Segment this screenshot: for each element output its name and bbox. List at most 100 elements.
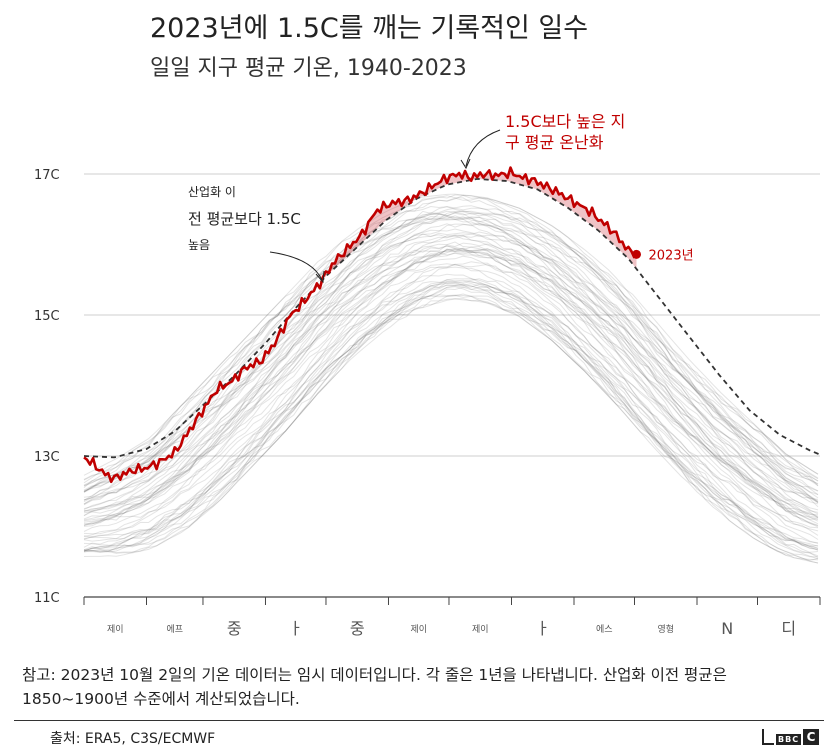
annotation-arrowhead-baseline [315,270,325,284]
historical-year-line [83,194,819,481]
historical-year-line [83,194,819,486]
logo-c-mark: C [803,729,820,745]
y-tick-label: 13C [34,450,60,465]
annotation-arrow-exceedance [465,129,501,167]
historical-year-line [83,261,819,538]
historical-year-line [83,273,819,550]
chart-title: 2023년에 1.5C를 깨는 기록적인 일수 [150,13,589,44]
historical-year-line [83,286,819,560]
historical-year-line [83,210,819,491]
historical-year-line [83,266,819,540]
historical-year-line [83,234,819,513]
x-axis-layer: 제이 에프 중 ㅏ 중 제이 제이 ㅏ 에스 영형 N 디 [83,597,821,638]
historical-year-line [83,279,819,551]
historical-year-line [83,207,819,492]
historical-year-line [83,212,819,487]
historical-year-line [83,263,819,529]
historical-year-line [83,218,819,503]
historical-year-line [83,228,819,515]
historical-year-line [83,249,819,528]
chart-subtitle: 일일 지구 평균 기온, 1940-2023 [150,56,467,81]
series-2023-end-point [632,249,642,259]
historical-year-line [83,294,819,564]
historical-year-line [83,241,819,525]
historical-year-line [83,195,819,487]
historical-year-line [83,247,819,527]
historical-year-line [83,293,819,564]
y-tick-label: 15C [34,309,60,324]
historical-year-line [83,263,819,544]
series-2023-line [83,166,636,484]
historical-year-line [83,210,819,493]
historical-year-line [83,286,819,553]
bbc-logo: BBC C [762,729,820,745]
historical-year-line [83,281,819,553]
month-label: N [721,619,733,638]
y-tick-label: 17C [34,168,60,183]
historical-year-line [83,251,819,521]
historical-year-line [83,216,819,492]
month-label: 에프 [166,624,183,635]
historical-year-line [83,294,818,558]
historical-year-line [83,247,819,526]
annotation-baseline-label: 산업화 이 [188,185,236,199]
historical-year-line [83,283,819,557]
month-label: 디 [781,619,796,638]
temperature-chart: 11C 13C 15C 17C 제이 에프 중 ㅏ 중 제이 제이 ㅏ 에스 영형 N 디 1.5C보다 높… [34,112,821,638]
historical-year-line [83,215,819,504]
month-label: 에스 [596,624,613,635]
historical-year-line [83,223,819,508]
historical-year-line [83,281,819,558]
historical-year-line [83,245,819,527]
month-label: ㅏ [535,619,550,638]
annotation-baseline-label: 높음 [188,238,210,252]
historical-year-line [83,218,819,502]
annotation-exceedance-label: 1.5C보다 높은 지 [505,112,625,131]
historical-year-line [83,278,819,551]
historical-year-line [84,283,819,552]
historical-year-line [83,280,819,552]
historical-year-line [83,298,819,561]
historical-year-line [83,242,819,520]
month-label: 제이 [472,624,489,635]
annotation-arrowhead-exceedance [460,158,471,170]
historical-year-line [83,205,819,493]
month-label: 중 [350,619,365,638]
series-2023-end-label: 2023년 [649,248,694,263]
grid-layer: 11C 13C 15C 17C [34,168,820,606]
historical-year-line [83,255,819,536]
historical-year-line [83,193,819,482]
historical-year-line [83,223,819,505]
preindustrial-average-line [83,177,821,459]
historical-year-line [83,250,819,520]
y-tick-label: 11C [34,591,60,606]
logo-corner-mark [762,729,774,745]
month-label: 영형 [657,624,674,635]
historical-year-line [83,232,819,504]
historical-year-line [83,252,819,520]
month-label: ㅏ [288,619,303,638]
historical-year-line [83,278,819,551]
historical-year-line [83,197,819,488]
source-credit: 출처: ERA5, C3S/ECMWF [50,731,216,747]
historical-year-line [83,298,819,562]
logo-bbc-text: BBC [776,734,802,745]
historical-year-line [83,245,819,523]
historical-year-line [83,245,819,526]
footer-divider [14,720,824,721]
annotation-baseline-label: 전 평균보다 1.5C [188,210,301,228]
historical-year-line [83,213,819,503]
historical-year-line [83,234,819,512]
historical-year-line [83,231,819,511]
exceedance-area [321,172,637,281]
series-layer [83,166,821,484]
annotation-arrow-baseline [269,251,323,281]
footnote: 참고: 2023년 10월 2일의 기온 데이터는 임시 데이터입니다. 각 줄… [22,666,727,708]
month-label: 중 [227,619,242,638]
historical-year-line [83,247,819,526]
month-label: 제이 [107,624,124,635]
historical-year-line [83,284,819,547]
historical-year-line [83,235,819,519]
month-label: 제이 [410,624,427,635]
